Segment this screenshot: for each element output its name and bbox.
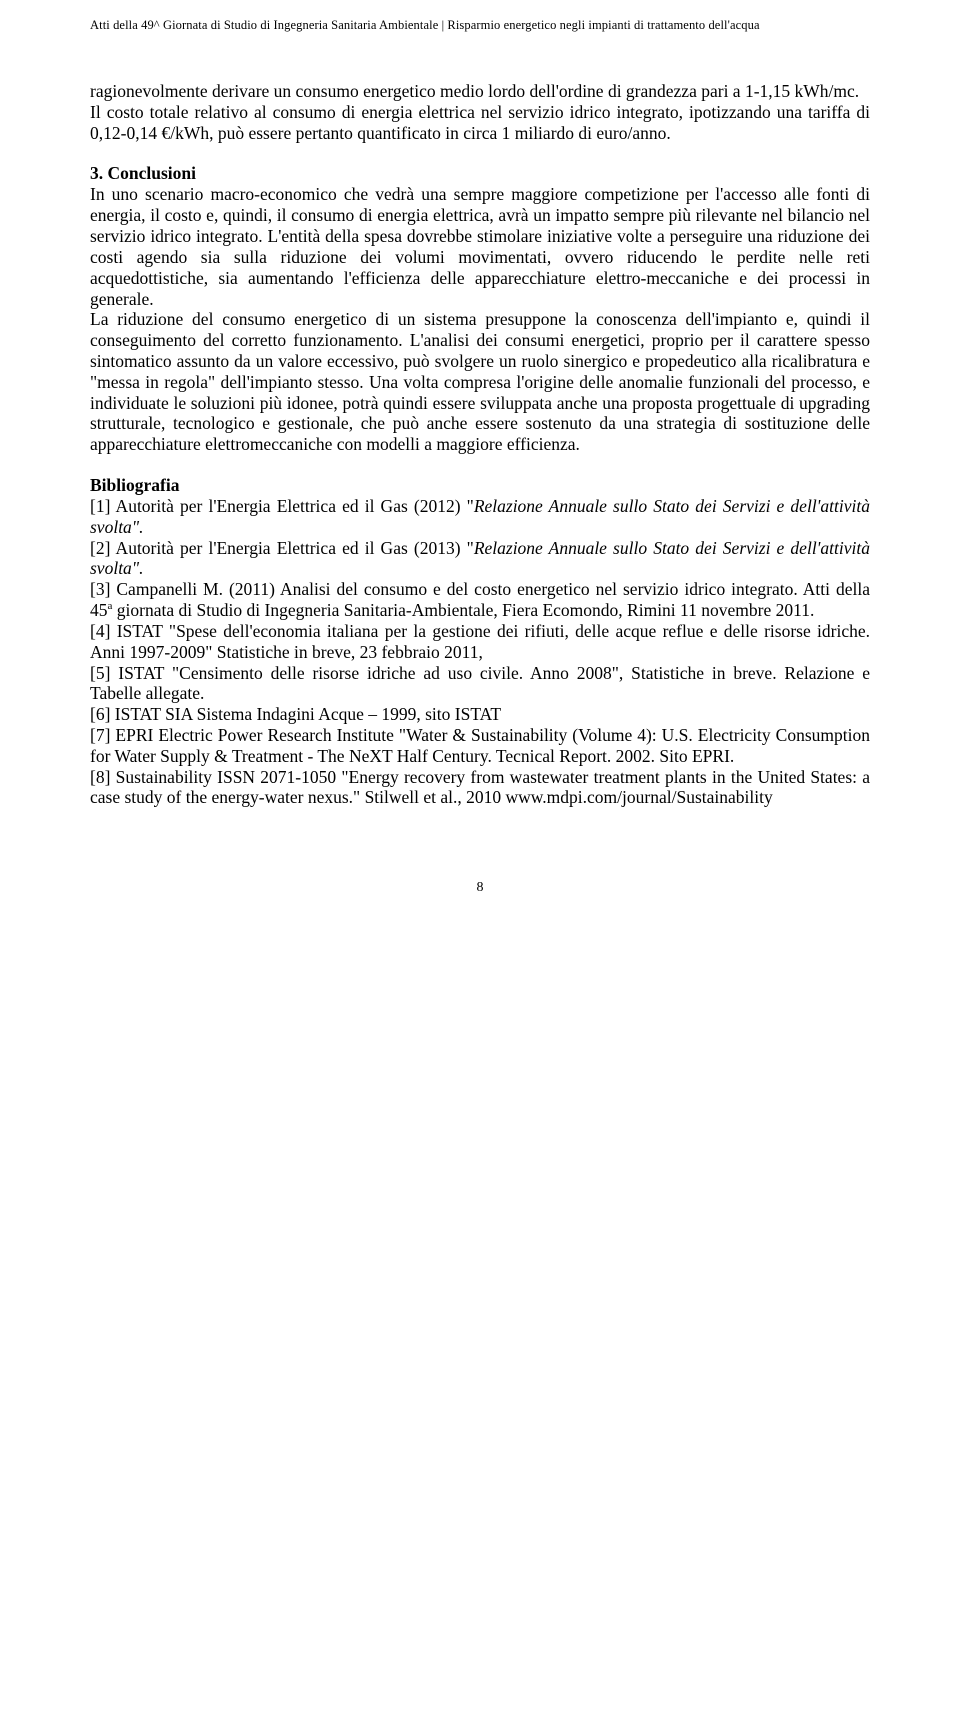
ref-8: [8] Sustainability ISSN 2071-1050 "Energ… — [90, 767, 870, 808]
bibliography-section: Bibliografia [1] Autorità per l'Energia … — [90, 475, 870, 808]
body-paragraph-intro: ragionevolmente derivare un consumo ener… — [90, 81, 870, 143]
ref-2-text: [2] Autorità per l'Energia Elettrica ed … — [90, 538, 474, 558]
section-body-3a: In uno scenario macro-economico che vedr… — [90, 184, 870, 309]
ref-6: [6] ISTAT SIA Sistema Indagini Acque – 1… — [90, 704, 501, 724]
section-conclusioni: 3. Conclusioni In uno scenario macro-eco… — [90, 163, 870, 455]
ref-7: [7] EPRI Electric Power Research Institu… — [90, 725, 870, 766]
ref-3-text-b: giornata di Studio di Ingegneria Sanitar… — [112, 600, 814, 620]
section-body-3b: La riduzione del consumo energetico di u… — [90, 309, 870, 455]
ref-1-text: [1] Autorità per l'Energia Elettrica ed … — [90, 496, 474, 516]
page-number: 8 — [90, 880, 870, 896]
ref-5: [5] ISTAT "Censimento delle risorse idri… — [90, 663, 870, 704]
paragraph-2: Il costo totale relativo al consumo di e… — [90, 102, 870, 143]
bibliography-title: Bibliografia — [90, 475, 870, 496]
section-title-3: 3. Conclusioni — [90, 163, 870, 184]
page-header: Atti della 49^ Giornata di Studio di Ing… — [90, 18, 870, 33]
ref-4: [4] ISTAT "Spese dell'economia italiana … — [90, 621, 870, 662]
paragraph-1: ragionevolmente derivare un consumo ener… — [90, 81, 859, 101]
bibliography-body: [1] Autorità per l'Energia Elettrica ed … — [90, 496, 870, 808]
